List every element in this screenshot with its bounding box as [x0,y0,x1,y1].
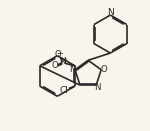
Text: O: O [101,65,107,74]
Text: Cl: Cl [60,86,69,95]
Text: +: + [61,57,67,63]
Text: N: N [94,83,101,92]
Text: −: − [56,49,63,58]
Text: N: N [69,65,75,74]
Text: N: N [107,8,114,17]
Text: O: O [55,50,61,59]
Text: N: N [59,57,66,66]
Text: O: O [51,61,58,70]
